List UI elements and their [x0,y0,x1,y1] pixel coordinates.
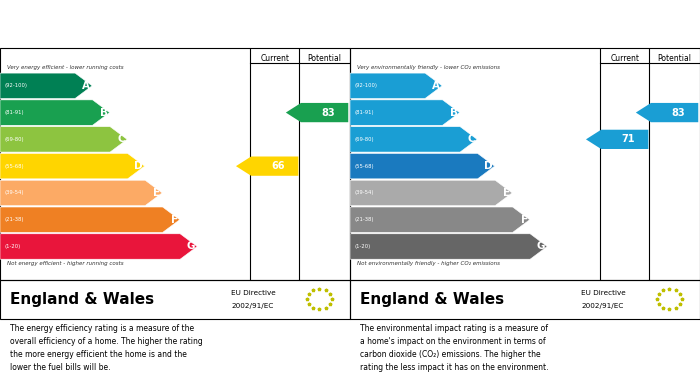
Text: 2002/91/EC: 2002/91/EC [231,303,274,309]
Text: (92-100): (92-100) [354,83,377,88]
Text: Potential: Potential [657,54,692,63]
Text: England & Wales: England & Wales [360,292,505,307]
Text: The environmental impact rating is a measure of
a home's impact on the environme: The environmental impact rating is a mea… [360,325,549,372]
Text: G: G [187,242,195,251]
Text: D: D [484,161,493,171]
Polygon shape [0,234,197,259]
Text: Not energy efficient - higher running costs: Not energy efficient - higher running co… [7,261,124,266]
Polygon shape [0,127,127,152]
Text: Current: Current [260,54,289,63]
Text: (55-68): (55-68) [4,164,24,169]
Text: F: F [171,215,178,225]
Text: Energy Efficiency Rating: Energy Efficiency Rating [8,18,181,30]
Text: B: B [99,108,108,118]
Polygon shape [0,207,180,232]
Text: (1-20): (1-20) [4,244,20,249]
Text: F: F [521,215,528,225]
Text: B: B [449,108,458,118]
Text: 83: 83 [321,108,335,118]
Polygon shape [636,103,699,122]
Text: Very energy efficient - lower running costs: Very energy efficient - lower running co… [7,65,124,70]
Text: A: A [82,81,90,91]
Polygon shape [350,180,512,206]
Text: (69-80): (69-80) [4,137,24,142]
Text: 71: 71 [622,135,635,144]
Text: C: C [118,135,125,144]
Polygon shape [350,127,477,152]
Text: (69-80): (69-80) [354,137,374,142]
Text: A: A [432,81,440,91]
Text: E: E [503,188,510,198]
Text: Current: Current [610,54,639,63]
Text: (21-38): (21-38) [4,217,24,222]
Polygon shape [350,100,460,125]
Polygon shape [0,100,110,125]
Text: Environmental Impact (CO₂) Rating: Environmental Impact (CO₂) Rating [358,18,605,30]
Text: 2002/91/EC: 2002/91/EC [581,303,624,309]
Polygon shape [350,153,495,179]
Text: (39-54): (39-54) [4,190,24,196]
Text: (92-100): (92-100) [4,83,27,88]
Polygon shape [0,180,162,206]
Polygon shape [350,73,442,99]
Text: C: C [468,135,475,144]
Polygon shape [286,103,349,122]
Text: E: E [153,188,160,198]
Text: (81-91): (81-91) [354,110,374,115]
Text: G: G [537,242,545,251]
Text: (21-38): (21-38) [354,217,374,222]
Text: The energy efficiency rating is a measure of the
overall efficiency of a home. T: The energy efficiency rating is a measur… [10,325,203,372]
Text: (1-20): (1-20) [354,244,370,249]
Polygon shape [586,130,648,149]
Text: England & Wales: England & Wales [10,292,155,307]
Text: (55-68): (55-68) [354,164,374,169]
Text: 66: 66 [272,161,285,171]
Polygon shape [350,207,530,232]
Text: D: D [134,161,143,171]
Text: EU Directive: EU Directive [231,290,276,296]
Polygon shape [0,153,145,179]
Text: Not environmentally friendly - higher CO₂ emissions: Not environmentally friendly - higher CO… [357,261,500,266]
Polygon shape [236,156,298,176]
Text: (81-91): (81-91) [4,110,24,115]
Text: Very environmentally friendly - lower CO₂ emissions: Very environmentally friendly - lower CO… [357,65,500,70]
Text: Potential: Potential [307,54,342,63]
Text: 83: 83 [671,108,685,118]
Polygon shape [350,234,547,259]
Polygon shape [0,73,92,99]
Text: (39-54): (39-54) [354,190,374,196]
Text: EU Directive: EU Directive [581,290,626,296]
